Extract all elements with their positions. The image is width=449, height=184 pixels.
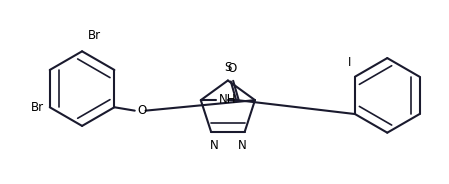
Text: N: N (238, 139, 247, 152)
Text: S: S (224, 61, 232, 74)
Text: Br: Br (31, 101, 44, 114)
Text: O: O (137, 104, 147, 117)
Text: I: I (348, 56, 351, 69)
Text: O: O (227, 62, 237, 75)
Text: N: N (210, 139, 218, 152)
Text: NH: NH (219, 93, 237, 106)
Text: Br: Br (88, 29, 101, 43)
